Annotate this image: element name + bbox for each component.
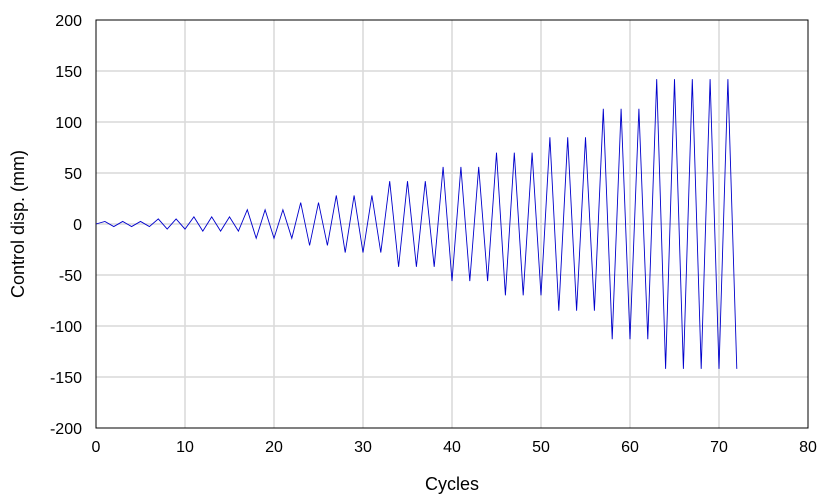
x-tick-label: 10: [176, 439, 194, 456]
x-tick-label: 40: [443, 439, 461, 456]
x-tick-label: 50: [532, 439, 550, 456]
y-tick-label: -150: [50, 370, 82, 387]
x-tick-label: 80: [799, 439, 817, 456]
y-tick-label: 50: [64, 166, 82, 183]
ticks-layer: 0 10 20 30 40 50 60 70 80 200 150 100 50 0 -50 -100 -150…: [50, 13, 817, 456]
x-tick-label: 70: [710, 439, 728, 456]
x-tick-label: 30: [354, 439, 372, 456]
x-tick-label: 20: [265, 439, 283, 456]
x-tick-label: 60: [621, 439, 639, 456]
y-tick-label: 100: [55, 115, 82, 132]
series-line: [95, 79, 738, 369]
y-axis-label: Control disp. (mm): [8, 150, 28, 298]
y-tick-label: 0: [73, 217, 82, 234]
series-layer: [95, 79, 738, 369]
y-tick-label: 150: [55, 64, 82, 81]
x-axis-label: Cycles: [425, 474, 479, 494]
y-tick-label: -200: [50, 421, 82, 438]
y-tick-label: -50: [59, 268, 82, 285]
x-tick-label: 0: [92, 439, 101, 456]
y-tick-label: -100: [50, 319, 82, 336]
y-tick-label: 200: [55, 13, 82, 30]
